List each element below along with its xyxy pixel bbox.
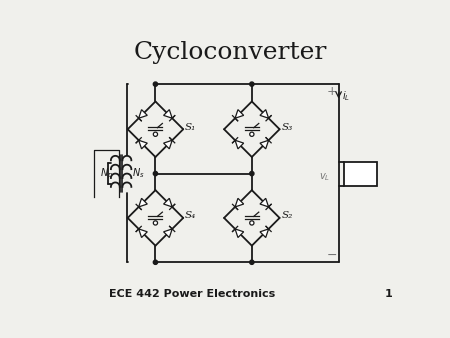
- Text: S₄: S₄: [185, 212, 196, 220]
- Polygon shape: [235, 110, 244, 118]
- Text: $N_s$: $N_s$: [132, 167, 145, 180]
- Polygon shape: [260, 110, 269, 118]
- Text: 1: 1: [385, 289, 392, 299]
- Text: S₁: S₁: [185, 123, 196, 132]
- Polygon shape: [235, 198, 244, 207]
- Text: Load: Load: [347, 169, 374, 178]
- Text: Cycloconverter: Cycloconverter: [134, 41, 327, 64]
- Text: ECE 442 Power Electronics: ECE 442 Power Electronics: [109, 289, 275, 299]
- Polygon shape: [164, 140, 172, 149]
- Text: S₂: S₂: [282, 212, 293, 220]
- Circle shape: [250, 82, 254, 86]
- Text: S₃: S₃: [282, 123, 293, 132]
- Circle shape: [153, 221, 158, 225]
- Polygon shape: [260, 140, 269, 149]
- Circle shape: [250, 221, 254, 225]
- Polygon shape: [139, 110, 147, 118]
- Circle shape: [153, 260, 158, 264]
- Circle shape: [153, 171, 158, 176]
- Polygon shape: [164, 229, 172, 238]
- Polygon shape: [139, 198, 147, 207]
- Polygon shape: [235, 140, 244, 149]
- Polygon shape: [235, 229, 244, 238]
- Text: −: −: [326, 249, 337, 262]
- Circle shape: [153, 82, 158, 86]
- Bar: [344, 162, 377, 186]
- Text: $N_p$: $N_p$: [100, 166, 113, 181]
- Text: $v_L$: $v_L$: [319, 172, 330, 183]
- Circle shape: [250, 132, 254, 136]
- Polygon shape: [260, 198, 269, 207]
- Polygon shape: [139, 140, 147, 149]
- Polygon shape: [139, 229, 147, 238]
- Circle shape: [250, 260, 254, 264]
- Circle shape: [250, 171, 254, 176]
- Text: +: +: [326, 84, 337, 98]
- Circle shape: [153, 132, 158, 136]
- Polygon shape: [164, 198, 172, 207]
- Polygon shape: [164, 110, 172, 118]
- Polygon shape: [260, 229, 269, 238]
- Text: $i_L$: $i_L$: [342, 89, 350, 103]
